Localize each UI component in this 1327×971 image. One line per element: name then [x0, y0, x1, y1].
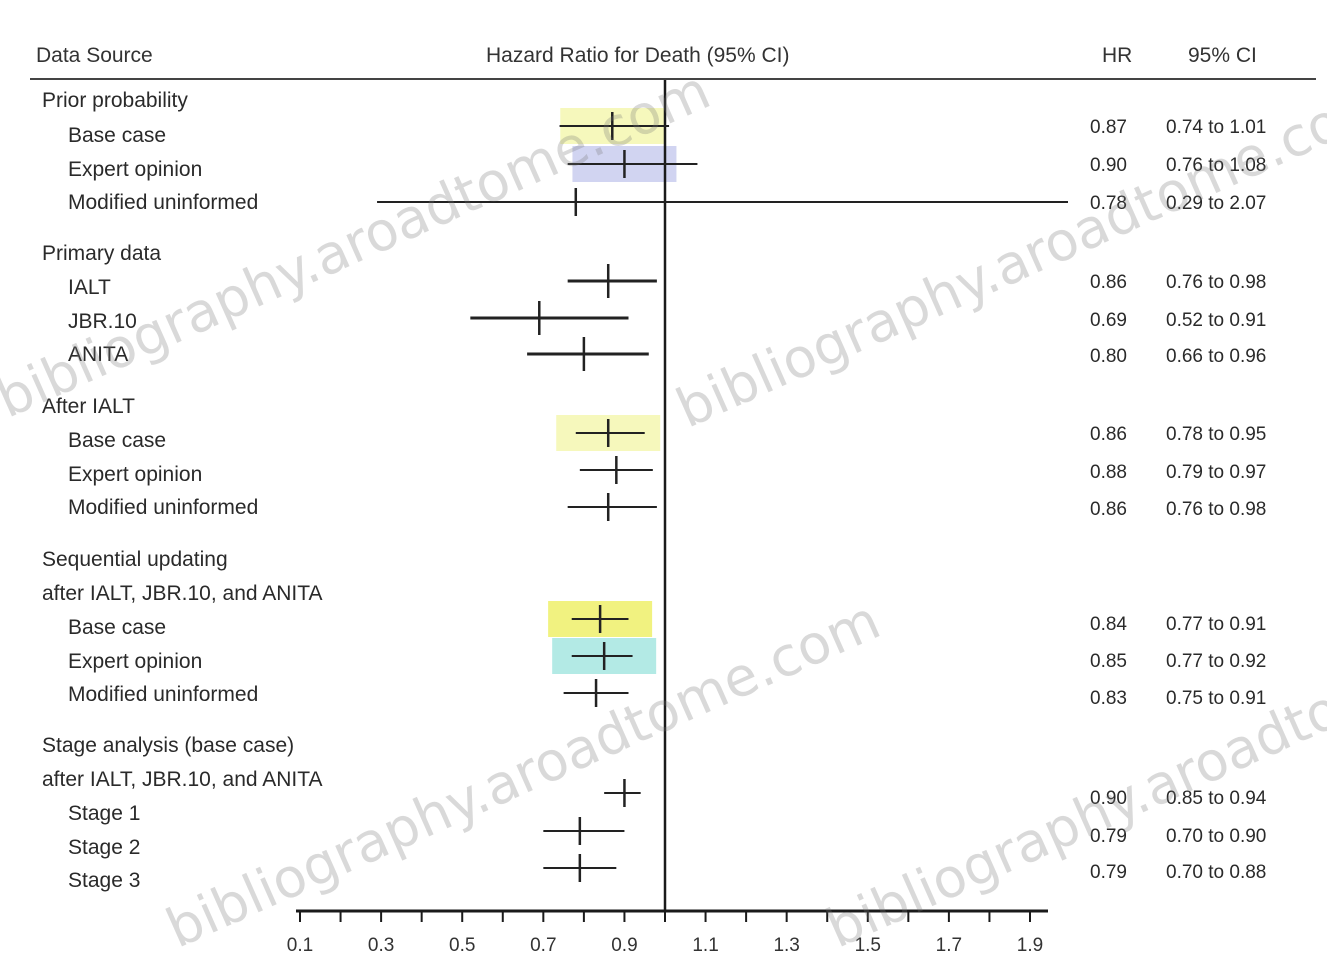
hr-value: 0.79 [1090, 826, 1127, 847]
hr-value: 0.90 [1090, 155, 1127, 176]
header-ci: 95% CI [1188, 44, 1257, 67]
ci-value: 0.77 to 0.91 [1166, 614, 1267, 635]
hr-value: 0.84 [1090, 614, 1127, 635]
hr-value: 0.83 [1090, 688, 1127, 709]
row-label: Modified uninformed [68, 191, 259, 214]
row-label: Stage 1 [68, 802, 141, 825]
row-label: Expert opinion [68, 650, 203, 673]
hr-value: 0.78 [1090, 193, 1127, 214]
x-tick-label: 1.3 [773, 935, 799, 956]
group-label: Primary data [42, 242, 162, 265]
row-label: Base case [68, 616, 167, 639]
group-label-line2: after IALT, JBR.10, and ANITA [42, 768, 323, 791]
hr-value: 0.79 [1090, 862, 1127, 883]
hr-value: 0.86 [1090, 424, 1127, 445]
hr-value: 0.86 [1090, 499, 1127, 520]
ci-value: 0.76 to 1.08 [1166, 155, 1267, 176]
x-tick-label: 1.5 [855, 935, 881, 956]
hr-value: 0.85 [1090, 651, 1127, 672]
row-label: Base case [68, 124, 167, 147]
x-tick-label: 0.1 [287, 935, 313, 956]
ci-value: 0.79 to 0.97 [1166, 462, 1267, 483]
ci-value: 0.85 to 0.94 [1166, 788, 1267, 809]
ci-value: 0.76 to 0.98 [1166, 499, 1267, 520]
ci-value: 0.70 to 0.88 [1166, 862, 1267, 883]
x-tick-label: 0.5 [449, 935, 475, 956]
ci-value: 0.74 to 1.01 [1166, 117, 1267, 138]
x-tick-label: 1.9 [1017, 935, 1043, 956]
x-tick-label: 0.7 [530, 935, 556, 956]
group-label: Sequential updating [42, 548, 228, 571]
ci-value: 0.75 to 0.91 [1166, 688, 1267, 709]
x-tick-label: 1.7 [936, 935, 962, 956]
row-label: IALT [68, 276, 111, 299]
row-label: Expert opinion [68, 463, 203, 486]
hr-value: 0.80 [1090, 346, 1127, 367]
group-label-line2: after IALT, JBR.10, and ANITA [42, 582, 323, 605]
hr-value: 0.86 [1090, 272, 1127, 293]
hr-value: 0.90 [1090, 788, 1127, 809]
hr-value: 0.87 [1090, 117, 1127, 138]
ci-value: 0.52 to 0.91 [1166, 310, 1267, 331]
ci-value: 0.29 to 2.07 [1166, 193, 1267, 214]
ci-value: 0.78 to 0.95 [1166, 424, 1267, 445]
header-hr: HR [1102, 44, 1133, 67]
hr-value: 0.88 [1090, 462, 1127, 483]
ci-value: 0.77 to 0.92 [1166, 651, 1267, 672]
ci-value: 0.70 to 0.90 [1166, 826, 1267, 847]
ci-value: 0.76 to 0.98 [1166, 272, 1267, 293]
hr-value: 0.69 [1090, 310, 1127, 331]
header-hazard-ratio: Hazard Ratio for Death (95% CI) [486, 44, 790, 67]
group-label: Prior probability [42, 89, 188, 112]
row-label: JBR.10 [68, 310, 137, 333]
row-label: Modified uninformed [68, 683, 259, 706]
x-tick-label: 0.9 [611, 935, 637, 956]
x-tick-label: 1.1 [692, 935, 718, 956]
row-label: Modified uninformed [68, 496, 259, 519]
ci-value: 0.66 to 0.96 [1166, 346, 1267, 367]
x-tick-label: 0.3 [368, 935, 394, 956]
row-label: Stage 3 [68, 869, 141, 892]
header-rule [30, 78, 1316, 80]
group-label: Stage analysis (base case) [42, 734, 295, 757]
row-label: Base case [68, 429, 167, 452]
header-data-source: Data Source [36, 44, 153, 67]
row-label: ANITA [68, 343, 129, 366]
group-label: After IALT [42, 395, 135, 418]
row-label: Stage 2 [68, 836, 141, 859]
row-label: Expert opinion [68, 158, 203, 181]
